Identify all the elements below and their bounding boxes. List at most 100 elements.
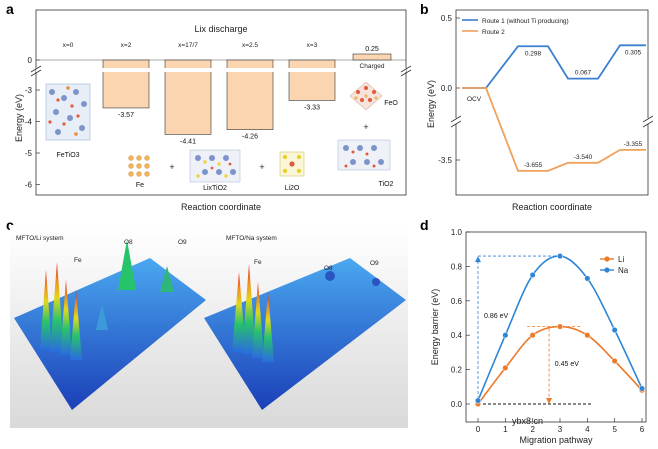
xtick-label: 6	[640, 425, 645, 434]
ytick-label: 0.6	[451, 297, 463, 306]
li2o-structure-image	[279, 151, 305, 177]
panel-d: d Energy barrier (eV) Migration pathway …	[420, 217, 647, 445]
data-point-li	[584, 332, 591, 339]
energy-label: -3.355	[624, 141, 643, 148]
panel-label-a: a	[6, 1, 14, 17]
plus-sign: +	[259, 162, 264, 172]
tio2-structure-image	[337, 139, 391, 171]
feo-structure-image	[349, 81, 383, 111]
panel-d-ticks: 0 1 2 3 4 5 6 0.0 0.2 0.4 0.6 0.8 1.0	[451, 228, 645, 434]
panel-a-categories: x=0 x=2 x=17/7 x=2.5 x=3	[63, 42, 318, 49]
data-point-na	[638, 385, 646, 392]
legend-label-route1: Route 1 (without Ti producing)	[482, 18, 569, 25]
bar	[164, 59, 212, 135]
ytick-label: -3	[25, 86, 33, 95]
xtick-label: 5	[612, 425, 617, 434]
na-peaks	[232, 264, 380, 362]
category-label: x=0	[63, 42, 74, 49]
panel-d-xlabel: Migration pathway	[519, 435, 593, 445]
data-point-li	[611, 357, 618, 365]
xtick-label: 4	[585, 425, 590, 434]
tio2-label: TiO2	[379, 181, 394, 188]
panel-a-break-mark	[30, 69, 42, 77]
ytick-label: -3.5	[438, 156, 452, 165]
li-peak-o8: O8	[124, 239, 133, 246]
panel-a-xlabel: Reaction coordinate	[181, 202, 261, 212]
legend-marker-li	[604, 256, 610, 262]
energy-label: 0.067	[575, 70, 592, 77]
fe-label: Fe	[136, 182, 144, 189]
data-point-na	[529, 271, 536, 279]
panel-b-break-mark	[450, 115, 462, 123]
data-point-na	[474, 397, 482, 404]
series-line-route1	[462, 44, 646, 89]
li-barrier-annotation: 0.45 eV	[555, 361, 579, 368]
na-arrow-head	[475, 256, 481, 263]
panel-a-break-mark	[30, 65, 42, 73]
value-label: -3.57	[118, 112, 134, 119]
fetio3-structure-image	[45, 83, 91, 141]
panel-label-c: c	[6, 217, 14, 233]
li-surface	[14, 258, 206, 410]
ytick-label: 0.4	[451, 331, 463, 340]
data-point-na	[584, 275, 591, 282]
bar	[352, 53, 392, 61]
ytick-label: -5	[25, 149, 33, 158]
panel-c: c MFTO/Li system Fe O8 O9 MFTO/Na system	[6, 217, 408, 428]
legend-label-route2: Route 2	[482, 29, 505, 36]
legend-label-li: Li	[618, 255, 624, 264]
bar	[288, 59, 336, 101]
data-point-na	[611, 326, 618, 334]
data-point-na	[502, 332, 509, 339]
panel-b-series: 0.298 0.067 0.305 -3.655 -3.540 -3.355	[462, 44, 646, 172]
panel-d-series	[474, 253, 646, 408]
ytick-label: -6	[25, 181, 33, 190]
panel-c-li-title: MFTO/Li system	[16, 235, 64, 242]
ytick-label: 0.2	[451, 366, 463, 375]
panel-d-ylabel: Energy barrier (eV)	[430, 289, 440, 366]
feo-label: FeO	[384, 100, 398, 107]
energy-label: 0.305	[625, 49, 642, 56]
plus-sign: +	[363, 122, 368, 132]
value-label: 0.25	[365, 46, 379, 53]
panel-b-yticks: 0.5 0.0 -3.5	[438, 14, 460, 165]
category-label: x=17/7	[178, 42, 198, 49]
ytick-label: 1.0	[451, 228, 463, 237]
na-peak-o8: O8	[324, 265, 333, 272]
data-point-li	[556, 323, 564, 330]
panel-label-d: d	[420, 217, 429, 233]
fetio3-label: FeTiO3	[56, 152, 79, 159]
category-label: x=3	[307, 42, 318, 49]
panel-a-ylabel: Energy (eV)	[14, 94, 24, 142]
legend-marker-na	[604, 267, 610, 273]
na-peak-fe: Fe	[254, 259, 262, 266]
watermark: ybx8.cn	[512, 416, 543, 426]
bar	[102, 59, 150, 109]
na-barrier-annotation: 0.86 eV	[484, 313, 508, 320]
ytick-label: 0.0	[441, 84, 453, 93]
panel-d-legend: Li Na	[600, 255, 629, 275]
value-label: -4.26	[242, 134, 258, 141]
fe-structure-image	[128, 155, 150, 177]
lixtio2-structure-image	[189, 149, 241, 183]
data-point-li	[529, 332, 536, 339]
data-point-na	[556, 253, 564, 260]
value-label: -3.33	[304, 104, 320, 111]
series-line-route2	[462, 87, 646, 172]
panel-b-legend: Route 1 (without Ti producing) Route 2	[462, 18, 569, 36]
lixtio2-label: LixTiO2	[203, 185, 227, 192]
category-label: x=2	[121, 42, 132, 49]
li2o-label: Li2O	[285, 185, 300, 192]
na-peak-o9: O9	[370, 260, 379, 267]
ocv-label: OCV	[467, 96, 482, 103]
panel-a: a Lix discharge Energy (eV) Reaction coo…	[6, 1, 412, 212]
xtick-label: 0	[476, 425, 481, 434]
panel-b-break-mark	[642, 120, 654, 128]
panel-b: b Energy (eV) Reaction coordinate 0.5 0.0…	[420, 1, 654, 212]
energy-label: 0.298	[525, 50, 542, 57]
li-peaks	[40, 240, 174, 360]
plus-sign: +	[169, 162, 174, 172]
panel-a-value-labels: -3.57 -4.41 -4.26 -3.33 0.25 Charged	[118, 46, 385, 145]
xtick-label: 2	[530, 425, 535, 434]
